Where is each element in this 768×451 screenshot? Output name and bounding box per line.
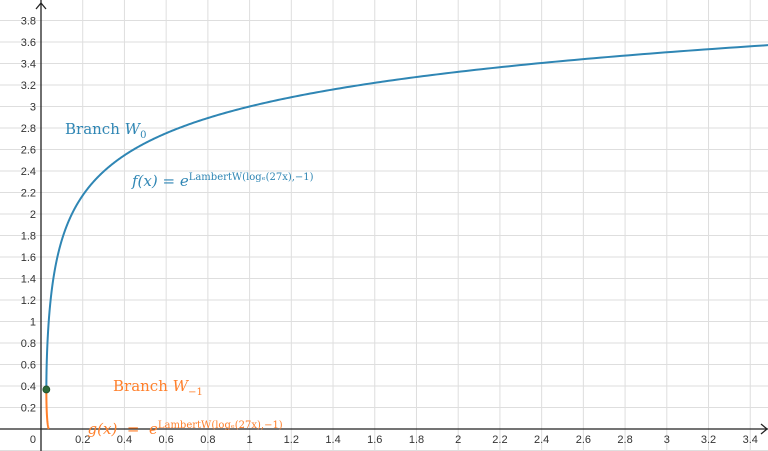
series-branch-w-1[interactable] bbox=[45, 389, 50, 430]
y-tick-label: 1.4 bbox=[21, 274, 36, 286]
y-tick-label: 0.4 bbox=[21, 381, 36, 393]
x-tick-label: 1.8 bbox=[409, 434, 424, 446]
f-formula-lhs: f(x) = e bbox=[132, 172, 189, 190]
y-tick-label: 3.2 bbox=[21, 80, 36, 92]
x-axis-arrow-icon bbox=[760, 423, 768, 435]
branch-w-1-text: Branch bbox=[113, 377, 168, 395]
x-tick-label: 2 bbox=[455, 434, 461, 446]
x-tick-label: 0.2 bbox=[75, 434, 90, 446]
x-tick-label: 1.6 bbox=[367, 434, 382, 446]
y-tick-label: 1.8 bbox=[21, 231, 36, 243]
series-branch-w0[interactable] bbox=[45, 42, 768, 390]
marked-point[interactable] bbox=[42, 385, 51, 394]
y-tick-label: 0.6 bbox=[21, 360, 36, 372]
x-tick-label: 2.6 bbox=[576, 434, 591, 446]
label-branch-w-1: Branch W−1 bbox=[113, 377, 203, 398]
x-tick-label: 0.8 bbox=[200, 434, 215, 446]
y-tick-label: 3.8 bbox=[21, 16, 36, 28]
x-tick-label: 3 bbox=[664, 434, 670, 446]
y-tick-label: 1 bbox=[30, 317, 36, 329]
origin-label: 0 bbox=[30, 434, 36, 446]
x-tick-label: 3.2 bbox=[701, 434, 716, 446]
label-g-formula: g(x) = eLambertW(logₑ(27x),−1) bbox=[78, 402, 283, 438]
x-tick-label: 1.4 bbox=[325, 434, 340, 446]
x-tick-label: 0.6 bbox=[159, 434, 174, 446]
g-formula-lhs: g(x) = e bbox=[87, 420, 158, 438]
x-tick-label: 0.4 bbox=[117, 434, 132, 446]
y-tick-label: 3 bbox=[30, 102, 36, 114]
branch-w0-var: W bbox=[124, 120, 141, 138]
y-tick-label: 1.2 bbox=[21, 295, 36, 307]
y-tick-label: 2.6 bbox=[21, 145, 36, 157]
branch-w0-text: Branch bbox=[65, 120, 120, 138]
y-axis-arrow-icon bbox=[35, 1, 47, 10]
x-tick-label: 3.4 bbox=[743, 434, 758, 446]
x-tick-label: 1.2 bbox=[284, 434, 299, 446]
y-tick-label: 2 bbox=[30, 209, 36, 221]
branch-w-1-sub: −1 bbox=[188, 387, 203, 398]
label-branch-w0: Branch W0 bbox=[65, 120, 146, 141]
branch-w0-sub: 0 bbox=[140, 130, 147, 141]
branch-w-1-var: W bbox=[172, 377, 189, 395]
f-formula-exponent: LambertW(logₑ(27x),−1) bbox=[188, 172, 314, 183]
y-tick-label: 2.4 bbox=[21, 166, 36, 178]
tick-labels: 0.2 0.4 0.6 0.8 1 1.2 1.4 1.6 1.8 2 2.2 2.4 2.6 2.8 3 3… bbox=[21, 16, 758, 447]
y-tick-label: 1.6 bbox=[21, 252, 36, 264]
y-tick-label: 2.2 bbox=[21, 188, 36, 200]
label-f-formula: f(x) = eLambertW(logₑ(27x),−1) bbox=[132, 172, 314, 190]
y-tick-label: 2.8 bbox=[21, 123, 36, 135]
x-tick-label: 1 bbox=[247, 434, 253, 446]
x-tick-label: 2.4 bbox=[534, 434, 549, 446]
y-tick-label: 3.6 bbox=[21, 37, 36, 49]
y-tick-label: 0.8 bbox=[21, 338, 36, 350]
g-formula-exponent: LambertW(logₑ(27x),−1) bbox=[157, 420, 283, 431]
x-tick-label: 2.2 bbox=[492, 434, 507, 446]
x-tick-label: 2.8 bbox=[617, 434, 632, 446]
y-tick-label: 0.2 bbox=[21, 403, 36, 415]
y-tick-label: 3.4 bbox=[21, 59, 36, 71]
